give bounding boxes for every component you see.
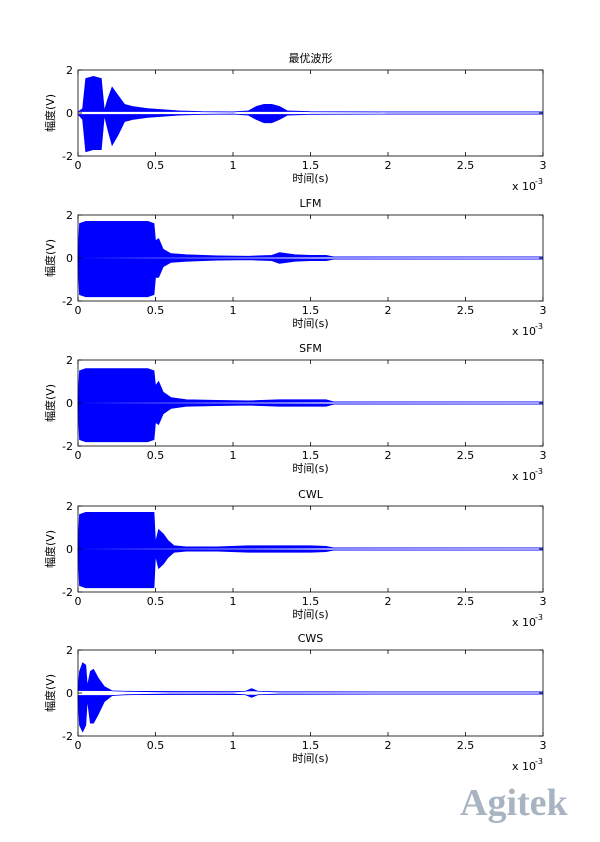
x-tick-label: 1.5 bbox=[302, 449, 320, 462]
x-multiplier-exponent: -3 bbox=[535, 322, 543, 331]
x-tick-label: 1 bbox=[230, 595, 237, 608]
x-tick-label: 2 bbox=[385, 739, 392, 752]
x-axis-label: 时间(s) bbox=[292, 752, 328, 765]
waveform-envelope bbox=[77, 512, 543, 550]
x-tick-label: 2.5 bbox=[457, 449, 475, 462]
waveform-envelope bbox=[77, 548, 543, 589]
x-multiplier-exponent: -3 bbox=[535, 613, 543, 622]
y-tick-label: 2 bbox=[66, 64, 73, 77]
chart-title: 最优波形 bbox=[289, 52, 333, 65]
plot-area bbox=[78, 650, 543, 736]
x-multiplier: x 10 bbox=[512, 470, 536, 483]
waveform-envelope bbox=[77, 76, 543, 113]
x-tick-label: 0 bbox=[75, 304, 82, 317]
x-tick-label: 2 bbox=[385, 159, 392, 172]
x-multiplier: x 10 bbox=[512, 325, 536, 338]
x-tick-label: 1.5 bbox=[302, 739, 320, 752]
x-tick-label: 0 bbox=[75, 449, 82, 462]
y-tick-label: 0 bbox=[66, 687, 73, 700]
x-tick-label: 0 bbox=[75, 159, 82, 172]
x-tick-label: 1 bbox=[230, 304, 237, 317]
chart-title: CWL bbox=[298, 488, 324, 501]
waveform-envelope bbox=[77, 662, 543, 693]
y-tick-label: -2 bbox=[62, 586, 73, 599]
x-tick-label: 0 bbox=[75, 595, 82, 608]
x-tick-label: 0 bbox=[75, 739, 82, 752]
chart-title: LFM bbox=[300, 197, 322, 210]
plot-area bbox=[78, 70, 543, 156]
x-tick-label: 2 bbox=[385, 304, 392, 317]
watermark: Agitek bbox=[460, 782, 569, 824]
y-axis-label: 幅度(V) bbox=[43, 384, 57, 422]
waveform-envelope bbox=[77, 113, 543, 153]
x-tick-label: 1.5 bbox=[302, 159, 320, 172]
chart-title: CWS bbox=[298, 632, 324, 645]
x-multiplier-exponent: -3 bbox=[535, 177, 543, 186]
x-tick-label: 0.5 bbox=[147, 304, 165, 317]
waveform-envelope bbox=[77, 368, 543, 404]
waveform-envelope bbox=[77, 221, 543, 259]
x-axis-label: 时间(s) bbox=[292, 317, 328, 330]
y-tick-label: 2 bbox=[66, 500, 73, 513]
x-multiplier: x 10 bbox=[512, 180, 536, 193]
x-multiplier: x 10 bbox=[512, 616, 536, 629]
x-tick-label: 3 bbox=[540, 304, 547, 317]
x-axis-label: 时间(s) bbox=[292, 172, 328, 185]
waveform-envelope bbox=[77, 402, 543, 443]
y-axis-label: 幅度(V) bbox=[43, 94, 57, 132]
x-tick-label: 0.5 bbox=[147, 449, 165, 462]
y-tick-label: 2 bbox=[66, 354, 73, 367]
y-axis-label: 幅度(V) bbox=[43, 239, 57, 277]
x-tick-label: 0.5 bbox=[147, 595, 165, 608]
x-tick-label: 0.5 bbox=[147, 739, 165, 752]
x-tick-label: 2 bbox=[385, 449, 392, 462]
waveform-envelope bbox=[77, 257, 543, 298]
plot-area bbox=[78, 506, 543, 592]
x-tick-label: 1 bbox=[230, 159, 237, 172]
y-tick-label: 0 bbox=[66, 107, 73, 120]
y-tick-label: -2 bbox=[62, 295, 73, 308]
x-tick-label: 2 bbox=[385, 595, 392, 608]
x-tick-label: 2.5 bbox=[457, 595, 475, 608]
plot-area bbox=[78, 215, 543, 301]
x-tick-label: 0.5 bbox=[147, 159, 165, 172]
x-tick-label: 2.5 bbox=[457, 739, 475, 752]
y-tick-label: 0 bbox=[66, 252, 73, 265]
waveform-envelope bbox=[77, 693, 543, 733]
x-tick-label: 2.5 bbox=[457, 159, 475, 172]
y-axis-label: 幅度(V) bbox=[43, 530, 57, 568]
x-tick-label: 3 bbox=[540, 739, 547, 752]
x-tick-label: 1 bbox=[230, 739, 237, 752]
y-tick-label: -2 bbox=[62, 730, 73, 743]
plot-area bbox=[78, 360, 543, 446]
x-tick-label: 3 bbox=[540, 449, 547, 462]
y-tick-label: 0 bbox=[66, 543, 73, 556]
y-tick-label: 0 bbox=[66, 397, 73, 410]
y-axis-label: 幅度(V) bbox=[43, 674, 57, 712]
x-axis-label: 时间(s) bbox=[292, 608, 328, 621]
x-multiplier: x 10 bbox=[512, 760, 536, 773]
y-tick-label: 2 bbox=[66, 644, 73, 657]
x-tick-label: 2.5 bbox=[457, 304, 475, 317]
x-tick-label: 1.5 bbox=[302, 595, 320, 608]
y-tick-label: 2 bbox=[66, 209, 73, 222]
x-tick-label: 1 bbox=[230, 449, 237, 462]
x-tick-label: 1.5 bbox=[302, 304, 320, 317]
x-axis-label: 时间(s) bbox=[292, 462, 328, 475]
chart-title: SFM bbox=[299, 342, 322, 355]
y-tick-label: -2 bbox=[62, 150, 73, 163]
x-tick-label: 3 bbox=[540, 159, 547, 172]
x-multiplier-exponent: -3 bbox=[535, 467, 543, 476]
y-tick-label: -2 bbox=[62, 440, 73, 453]
x-multiplier-exponent: -3 bbox=[535, 757, 543, 766]
x-tick-label: 3 bbox=[540, 595, 547, 608]
